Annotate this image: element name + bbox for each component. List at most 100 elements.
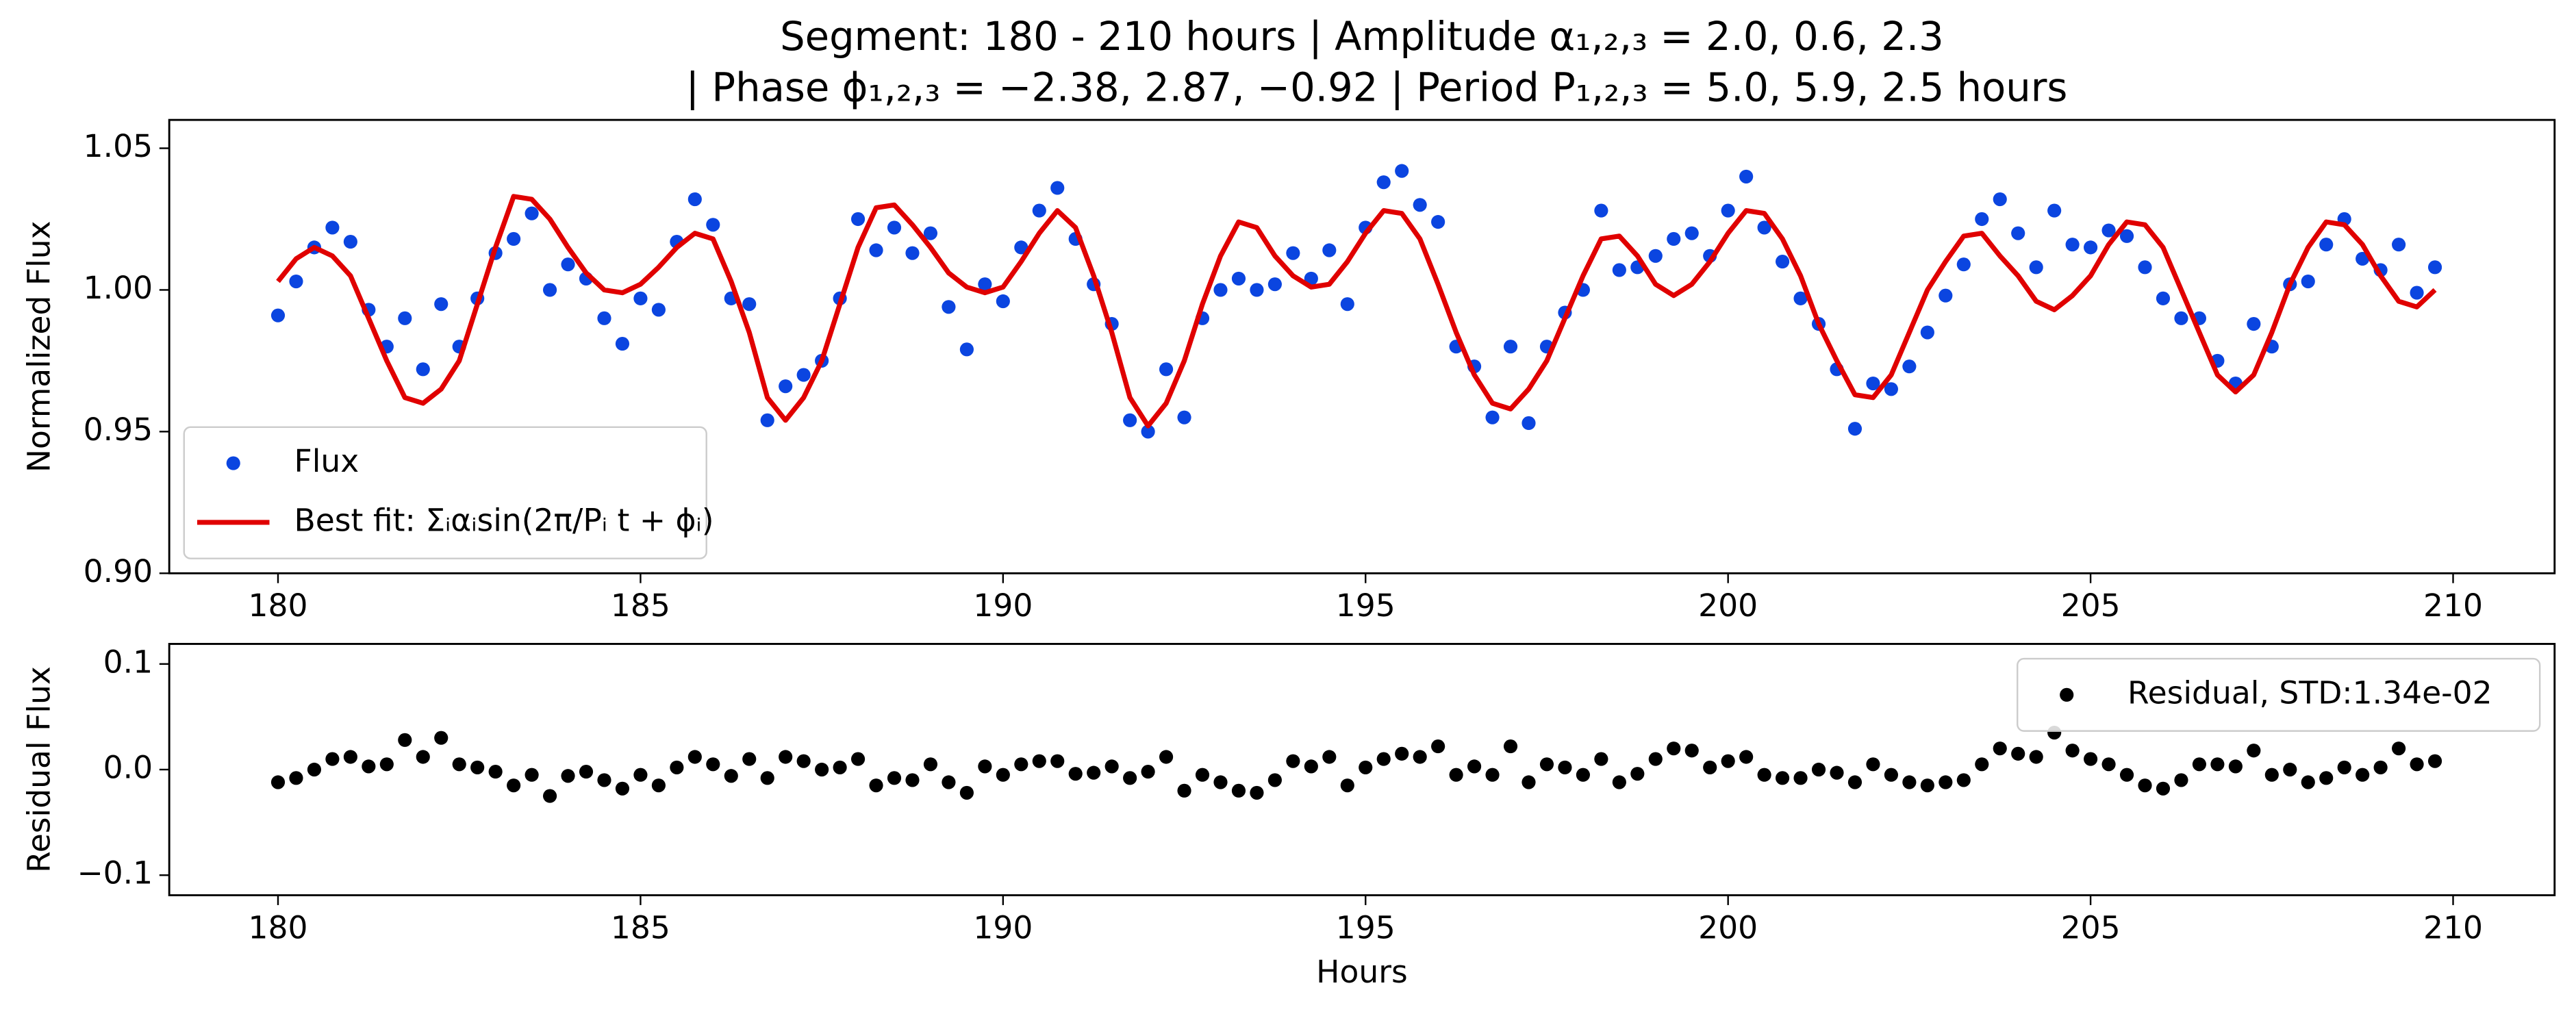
data-point (398, 311, 412, 325)
data-point (1975, 757, 1989, 772)
data-point (542, 789, 557, 803)
data-point (1322, 750, 1337, 764)
y-tick-label: 0.90 (84, 553, 153, 590)
data-point (2264, 768, 2279, 782)
data-point (1521, 775, 1536, 789)
x-tick-label: 205 (2061, 587, 2121, 624)
data-point (887, 220, 902, 235)
title-line: Segment: 180 - 210 hours | Amplitude α₁,… (780, 14, 1944, 60)
data-point (1612, 263, 1626, 277)
data-point (1594, 203, 1608, 218)
data-point (1213, 775, 1228, 789)
data-point (796, 368, 811, 382)
data-point (2228, 759, 2243, 774)
data-point (270, 308, 286, 322)
data-point (1793, 771, 1808, 785)
data-point (2373, 760, 2388, 774)
data-point (2156, 781, 2171, 796)
data-point (2029, 260, 2043, 275)
data-point (905, 773, 920, 787)
data-point (2174, 773, 2188, 787)
data-point (1939, 288, 1953, 303)
data-point (923, 757, 938, 772)
data-point (1376, 752, 1391, 766)
data-point (1993, 192, 2007, 207)
data-point (923, 226, 938, 240)
data-point (1648, 752, 1663, 766)
data-point (1195, 768, 1210, 782)
data-point (869, 778, 883, 793)
legend-box (183, 426, 707, 559)
data-point (1395, 746, 1409, 761)
data-point (1539, 757, 1554, 772)
data-point (1159, 750, 1174, 764)
data-point (1213, 283, 1228, 297)
data-point (1050, 181, 1065, 195)
data-point (2392, 238, 2406, 252)
data-point (1395, 164, 1409, 178)
data-point (1141, 424, 1155, 439)
x-tick-label: 180 (248, 909, 307, 946)
data-point (687, 192, 702, 207)
data-point (1630, 767, 1645, 781)
data-point (615, 337, 630, 351)
data-point (1847, 775, 1862, 789)
data-point (742, 297, 757, 312)
data-point (343, 750, 357, 764)
data-point (905, 246, 920, 260)
data-point (2119, 768, 2134, 782)
data-point (2047, 203, 2062, 218)
data-point (1177, 410, 1191, 424)
data-point (959, 342, 974, 357)
data-point (561, 257, 575, 272)
data-point (1087, 765, 1101, 780)
data-point (706, 757, 720, 772)
data-point (1975, 212, 1989, 227)
data-point (2192, 757, 2206, 772)
data-point (2029, 750, 2043, 764)
data-point (488, 765, 503, 779)
axes-frame (168, 118, 2556, 574)
data-point (1032, 754, 1046, 768)
data-point (2138, 778, 2152, 793)
data-point (1667, 742, 1681, 756)
data-point (1920, 325, 1934, 340)
x-tick-label: 190 (973, 909, 1033, 946)
data-point (706, 218, 720, 232)
data-point (760, 413, 774, 427)
data-point (597, 773, 611, 787)
data-point (1267, 277, 1282, 292)
data-point (1159, 362, 1174, 377)
data-point (1776, 254, 1790, 269)
data-point (1594, 752, 1608, 766)
x-tick-label: 185 (611, 909, 670, 946)
data-point (1956, 773, 1971, 787)
data-point (1684, 744, 1699, 758)
data-point (1014, 757, 1028, 772)
data-point (2084, 752, 2098, 766)
data-point (1757, 220, 1771, 235)
data-point (2138, 260, 2152, 275)
legend-box (2017, 657, 2541, 732)
data-point (1340, 778, 1354, 793)
data-point (2101, 223, 2116, 238)
data-point (651, 778, 666, 793)
data-point (1014, 240, 1028, 255)
x-tick-label: 200 (1698, 909, 1758, 946)
data-point (2410, 286, 2424, 300)
data-point (850, 752, 866, 766)
data-point (416, 750, 430, 764)
data-point (1776, 771, 1790, 785)
data-point (2065, 744, 2080, 758)
data-point (2392, 742, 2406, 756)
legend-marker (2060, 687, 2074, 702)
data-point (670, 760, 684, 774)
data-point (525, 206, 539, 220)
data-point (1068, 767, 1083, 781)
data-point (1322, 243, 1337, 257)
data-point (2011, 226, 2025, 240)
data-point (633, 291, 648, 305)
data-point (1304, 759, 1318, 774)
data-point (325, 220, 340, 235)
